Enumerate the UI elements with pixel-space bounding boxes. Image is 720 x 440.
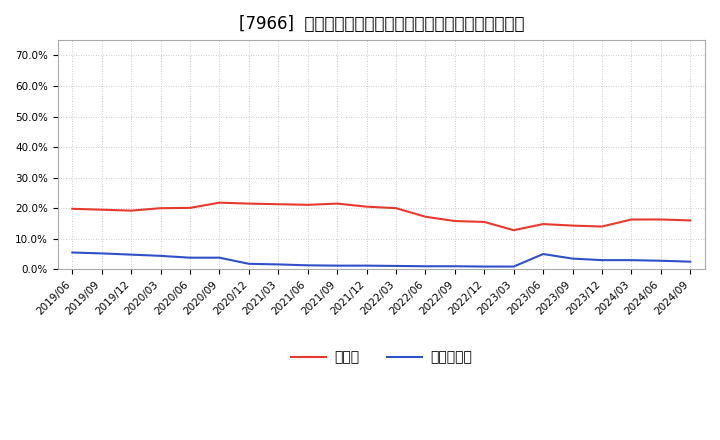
有利子負債 bbox=[97, 251, 106, 256]
有利子負債 bbox=[568, 256, 577, 261]
現頲金 bbox=[156, 205, 165, 211]
現頲金 bbox=[97, 207, 106, 213]
有利子負債 bbox=[215, 255, 224, 260]
現頲金 bbox=[68, 206, 76, 212]
Legend: 現頲金, 有利子負債: 現頲金, 有利子負債 bbox=[285, 345, 477, 370]
有利子負債 bbox=[627, 257, 636, 263]
現頲金 bbox=[362, 204, 371, 209]
有利子負債 bbox=[186, 255, 194, 260]
現頲金 bbox=[215, 200, 224, 205]
有利子負債 bbox=[657, 258, 665, 264]
現頲金 bbox=[451, 218, 459, 224]
Line: 現頲金: 現頲金 bbox=[72, 203, 690, 230]
現頲金 bbox=[598, 224, 606, 229]
有利子負債 bbox=[686, 259, 695, 264]
現頲金 bbox=[274, 202, 283, 207]
現頲金 bbox=[303, 202, 312, 208]
現頲金 bbox=[392, 205, 400, 211]
有利子負債 bbox=[156, 253, 165, 258]
有利子負債 bbox=[274, 262, 283, 267]
有利子負債 bbox=[303, 263, 312, 268]
有利子負債 bbox=[421, 264, 430, 269]
有利子負債 bbox=[480, 264, 489, 269]
Line: 有利子負債: 有利子負債 bbox=[72, 253, 690, 267]
現頲金 bbox=[421, 214, 430, 220]
有利子負債 bbox=[333, 263, 341, 268]
現頲金 bbox=[186, 205, 194, 210]
有利子負債 bbox=[68, 250, 76, 255]
有利子負債 bbox=[598, 257, 606, 263]
現頲金 bbox=[127, 208, 135, 213]
現頲金 bbox=[333, 201, 341, 206]
有利子負債 bbox=[510, 264, 518, 269]
現頲金 bbox=[686, 218, 695, 223]
有利子負債 bbox=[451, 264, 459, 269]
有利子負債 bbox=[392, 263, 400, 268]
有利子負債 bbox=[362, 263, 371, 268]
現頲金 bbox=[245, 201, 253, 206]
Title: [7966]  現頲金、有利子負債の総資産に対する比率の推移: [7966] 現頲金、有利子負債の総資産に対する比率の推移 bbox=[238, 15, 524, 33]
現頲金 bbox=[657, 217, 665, 222]
有利子負債 bbox=[127, 252, 135, 257]
現頲金 bbox=[568, 223, 577, 228]
現頲金 bbox=[627, 217, 636, 222]
現頲金 bbox=[480, 219, 489, 224]
現頲金 bbox=[539, 221, 547, 227]
有利子負債 bbox=[539, 251, 547, 257]
現頲金 bbox=[510, 227, 518, 233]
有利子負債 bbox=[245, 261, 253, 267]
